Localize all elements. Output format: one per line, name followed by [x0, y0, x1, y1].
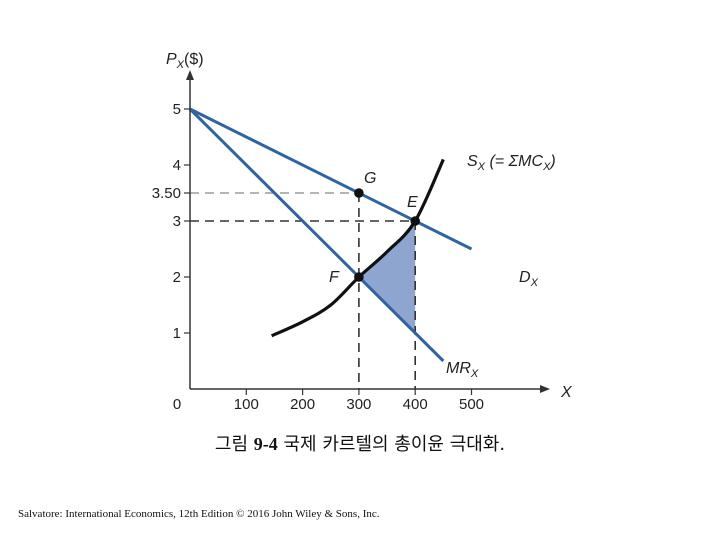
y-axis-arrow	[186, 70, 194, 80]
x-tick-label: 200	[290, 396, 315, 413]
shaded-area-layer	[358, 221, 416, 333]
x-axis-label: X	[560, 384, 573, 401]
marginal-revenue-curve	[188, 107, 445, 363]
point-f	[354, 272, 364, 282]
x-tick-label: 0	[173, 396, 181, 413]
caption-fig: 그림	[214, 434, 249, 455]
caption-text: 국제 카르텔의 총이윤 극대화.	[283, 434, 506, 455]
copyright-credit: Salvatore: International Economics, 12th…	[18, 508, 380, 520]
y-tick-label: 4	[173, 157, 181, 174]
y-tick-label: 3.50	[152, 185, 181, 202]
demand-curve-label: DX	[519, 269, 539, 289]
x-axis-arrow	[540, 385, 550, 393]
point-e	[410, 216, 421, 226]
point-label-g: G	[364, 170, 376, 187]
point-label-e: E	[407, 194, 418, 211]
profit-shaded-area	[358, 221, 416, 333]
x-tick-label: 300	[346, 396, 371, 413]
demand-curve	[189, 107, 473, 251]
y-tick-label: 5	[173, 101, 181, 118]
point-g	[354, 188, 364, 198]
marginal-revenue-curve-label: MRX	[446, 360, 479, 380]
axes-layer: 0 100 200 300 400 500 1 2 3 3.50 4 5	[152, 70, 550, 413]
curves-layer	[188, 107, 473, 363]
points-layer	[354, 188, 421, 282]
y-tick-label: 1	[173, 325, 181, 342]
y-tick-label: 3	[173, 213, 181, 230]
x-tick-label: 100	[234, 396, 259, 413]
supply-curve	[270, 158, 445, 338]
y-axis-label: PX($)	[166, 51, 204, 71]
y-tick-label: 2	[173, 269, 181, 286]
caption-number: 9-4	[253, 434, 278, 454]
labels-layer: PX($) X SX (= ΣMCX) DX MRX G E F	[166, 51, 573, 401]
x-tick-label: 400	[403, 396, 428, 413]
x-tick-label: 500	[459, 396, 484, 413]
point-label-f: F	[329, 269, 340, 286]
supply-curve-label: SX (= ΣMCX)	[467, 153, 556, 173]
figure-caption: 그림 9-4 국제 카르텔의 총이윤 극대화.	[0, 430, 720, 456]
